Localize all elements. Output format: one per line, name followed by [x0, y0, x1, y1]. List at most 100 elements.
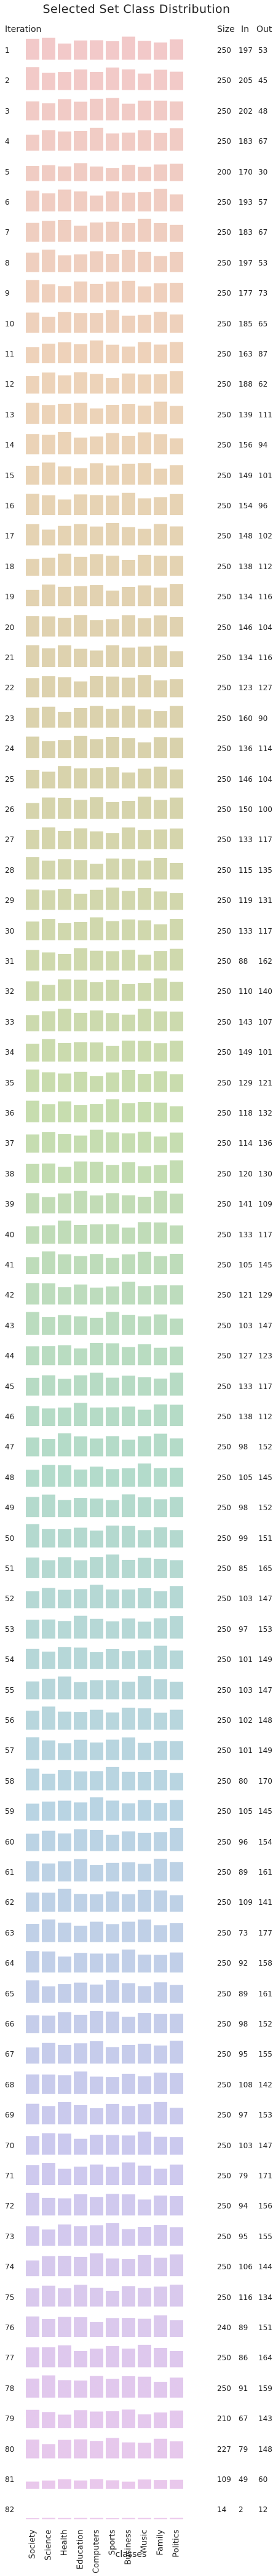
bar-row-26-health	[58, 797, 71, 819]
bar-row-79-computers	[90, 2411, 103, 2428]
out-value: 148	[258, 1716, 272, 1725]
bar-row-57-society	[26, 1737, 39, 1760]
bar-row-46-computers	[90, 1407, 103, 1426]
bar-row-66-science	[42, 2015, 55, 2033]
bar-row-43-sports	[106, 1312, 119, 1335]
bar-row-50-society	[26, 1524, 39, 1548]
bar-row-56-sports	[106, 1712, 119, 1730]
bar-row-74-sports	[106, 2258, 119, 2277]
size-value: 250	[217, 865, 231, 875]
bar-row-14-music	[138, 432, 151, 455]
bar-row-51-family	[154, 1559, 167, 1578]
bar-row-8-computers	[90, 251, 103, 272]
bar-row-70-science	[42, 2133, 55, 2155]
bar-row-25-sports	[106, 767, 119, 789]
bar-row-39-music	[138, 1197, 151, 1214]
row-72-bars	[26, 2192, 183, 2216]
bar-row-77-health	[58, 2345, 71, 2368]
bar-row-57-business	[122, 1737, 135, 1760]
bar-row-26-family	[154, 800, 167, 819]
bar-row-24-music	[138, 742, 151, 758]
bar-row-77-politics	[170, 2350, 183, 2368]
bar-row-59-society	[26, 1803, 39, 1821]
class-tick-society: Society	[28, 2529, 38, 2559]
iteration-label: 51	[5, 1564, 15, 1573]
bar-row-21-society	[26, 645, 39, 667]
out-value: 117	[258, 1382, 272, 1391]
in-value: 96	[239, 1837, 248, 1846]
bar-row-30-family	[154, 924, 167, 940]
out-value: 60	[258, 2475, 268, 2484]
bar-row-35-science	[42, 1072, 55, 1092]
out-value: 155	[258, 2232, 272, 2241]
bar-row-42-politics	[170, 1285, 183, 1305]
bar-row-20-sports	[106, 619, 119, 637]
bar-row-61-computers	[90, 1865, 103, 1881]
size-value: 250	[217, 623, 231, 632]
row-80-bars	[26, 2438, 183, 2459]
bar-row-22-family	[154, 680, 167, 698]
bar-row-11-music	[138, 342, 151, 363]
size-value: 250	[217, 1473, 231, 1482]
bar-row-75-politics	[170, 2284, 183, 2307]
bar-row-15-society	[26, 465, 39, 485]
bar-row-38-politics	[170, 1160, 183, 1183]
bar-row-58-education	[74, 1771, 87, 1790]
iteration-label: 62	[5, 1898, 15, 1907]
bar-row-70-health	[58, 2133, 71, 2155]
in-value: 2	[239, 2505, 243, 2515]
in-value: 127	[239, 1352, 253, 1361]
bar-row-68-politics	[170, 2073, 183, 2094]
bar-row-66-health	[58, 2012, 71, 2033]
bar-row-46-sports	[106, 1407, 119, 1426]
bar-row-40-computers	[90, 1224, 103, 1244]
bar-row-46-society	[26, 1406, 39, 1426]
bar-row-33-computers	[90, 1010, 103, 1031]
bar-row-57-music	[138, 1743, 151, 1760]
bar-row-47-music	[138, 1436, 151, 1457]
bar-row-67-society	[26, 2047, 39, 2064]
bar-row-42-family	[154, 1285, 167, 1305]
bar-row-6-sports	[106, 191, 119, 211]
bar-row-55-science	[42, 1679, 55, 1700]
iteration-label: 26	[5, 805, 15, 814]
bar-row-6-family	[154, 189, 167, 211]
in-value: 139	[239, 410, 253, 419]
bar-row-41-music	[138, 1251, 151, 1274]
bar-row-35-education	[74, 1071, 87, 1092]
size-value: 250	[217, 1139, 231, 1148]
bar-row-37-family	[154, 1136, 167, 1153]
bar-row-22-sports	[106, 676, 119, 698]
bar-row-10-family	[154, 312, 167, 333]
out-value: 90	[258, 714, 268, 723]
bar-row-24-health	[58, 740, 71, 758]
bar-row-33-music	[138, 1009, 151, 1031]
bar-row-41-family	[154, 1256, 167, 1274]
bar-row-70-sports	[106, 2135, 119, 2155]
iteration-label: 63	[5, 1928, 15, 1937]
iteration-label: 4	[5, 137, 10, 146]
iteration-label: 44	[5, 1352, 15, 1361]
iteration-label: 55	[5, 1685, 15, 1695]
row-50-bars	[26, 1524, 183, 1548]
bar-row-35-health	[58, 1073, 71, 1092]
size-value: 210	[217, 2414, 231, 2424]
row-15-bars	[26, 462, 183, 485]
iteration-label: 17	[5, 532, 15, 541]
row-32-bars	[26, 978, 183, 1001]
bar-row-29-politics	[170, 893, 183, 910]
bar-row-59-politics	[170, 1800, 183, 1821]
bar-row-70-family	[154, 2137, 167, 2155]
row-18-bars	[26, 553, 183, 576]
bar-row-3-family	[154, 100, 167, 120]
in-value: 98	[239, 1443, 248, 1452]
bar-row-41-education	[74, 1256, 87, 1274]
bar-row-43-health	[58, 1315, 71, 1335]
bar-row-29-science	[42, 890, 55, 910]
in-value: 118	[239, 1109, 253, 1117]
bar-row-82-education	[74, 2518, 87, 2519]
size-value: 250	[217, 380, 231, 389]
row-35-bars	[26, 1069, 183, 1092]
bar-row-19-family	[154, 587, 167, 607]
in-value: 103	[239, 1685, 253, 1695]
